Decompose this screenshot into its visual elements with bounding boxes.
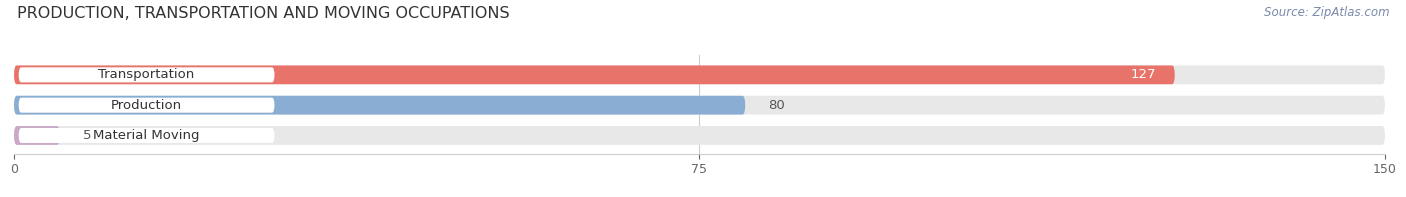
Text: Source: ZipAtlas.com: Source: ZipAtlas.com	[1264, 6, 1389, 19]
FancyBboxPatch shape	[14, 126, 60, 145]
Text: 5: 5	[83, 129, 91, 142]
FancyBboxPatch shape	[14, 96, 745, 115]
FancyBboxPatch shape	[14, 65, 1385, 84]
Text: Production: Production	[111, 99, 183, 112]
FancyBboxPatch shape	[14, 96, 1385, 115]
FancyBboxPatch shape	[18, 128, 274, 143]
Text: Material Moving: Material Moving	[93, 129, 200, 142]
Text: PRODUCTION, TRANSPORTATION AND MOVING OCCUPATIONS: PRODUCTION, TRANSPORTATION AND MOVING OC…	[17, 6, 509, 21]
FancyBboxPatch shape	[18, 67, 274, 82]
Text: 80: 80	[768, 99, 785, 112]
Text: 127: 127	[1130, 68, 1157, 81]
Text: Transportation: Transportation	[98, 68, 194, 81]
FancyBboxPatch shape	[14, 126, 1385, 145]
FancyBboxPatch shape	[18, 98, 274, 113]
FancyBboxPatch shape	[14, 65, 1175, 84]
